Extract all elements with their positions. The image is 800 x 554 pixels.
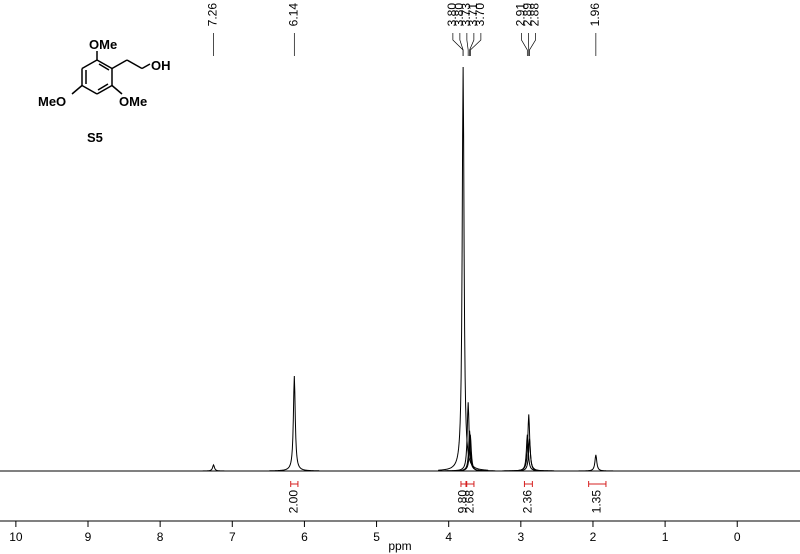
peak [504,438,555,472]
integral-label: 1.35 [589,490,603,514]
integral-range [460,481,467,487]
peak-label: 3.71 [466,3,480,27]
peak-label: 7.26 [206,3,220,27]
x-tick-label: 6 [301,530,308,544]
x-tick-label: 0 [734,530,741,544]
peak-leader [469,33,482,56]
integral-range [290,481,299,487]
x-tick-label: 7 [229,530,236,544]
compound-label: S5 [87,130,103,145]
peak [438,66,489,471]
substituent: OMe [89,37,117,52]
peak-label: 2.88 [528,3,542,27]
peak-leader [521,33,528,56]
integral-range [466,481,475,487]
integral-label: 2.36 [520,490,534,514]
x-tick-label: 2 [590,530,597,544]
x-tick-label: 3 [517,530,524,544]
x-axis-label: ppm [388,539,411,553]
peak-label: 1.96 [588,3,602,27]
structure: OMe OH MeO OMe S5 [38,37,171,145]
peak-leader [469,33,475,56]
peak-leader [466,33,469,56]
peak-label: 3.73 [459,3,473,27]
x-tick-label: 5 [373,530,380,544]
peak-leader [459,33,464,56]
peak-label: 3.80 [452,3,466,27]
peak [269,376,320,472]
integral-label: 2.00 [286,490,300,514]
peak [570,454,621,472]
x-tick-label: 4 [445,530,452,544]
peak-label: 6.14 [286,3,300,27]
substituent: OMe [119,94,147,109]
peak-label: 2.91 [514,3,528,27]
x-tick-label: 9 [85,530,92,544]
integral-range [523,481,533,487]
x-tick-label: 8 [157,530,164,544]
peak [445,434,496,472]
peak-label: 3.80 [445,3,459,27]
substituent: OH [151,58,171,73]
x-tick-label: 10 [9,530,23,544]
integral-range [588,481,607,487]
integral-label: 2.68 [462,490,476,514]
peak-label: 3.70 [473,3,487,27]
substituent: MeO [38,94,66,109]
peak-leader [529,33,536,56]
integral-label: 9.80 [455,490,469,514]
peak [188,463,239,472]
x-tick-label: 1 [662,530,669,544]
peak-label: 2.89 [521,3,535,27]
